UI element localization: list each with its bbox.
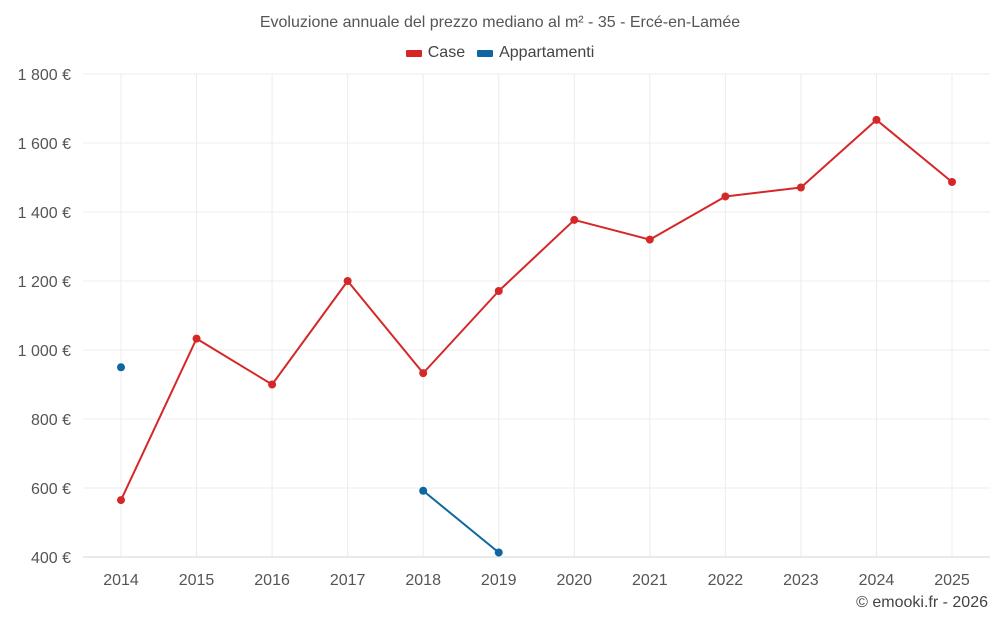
x-tick-label: 2022 <box>708 572 744 589</box>
data-point-case <box>796 183 805 192</box>
data-point-appartamenti <box>494 548 503 557</box>
x-tick-label: 2015 <box>179 572 215 589</box>
series-line-case <box>195 337 274 386</box>
series-line-case <box>875 118 953 183</box>
data-point-case <box>117 496 125 505</box>
data-point-case <box>343 277 352 285</box>
y-tick-label: 800 € <box>31 412 71 429</box>
series-appartamenti <box>117 363 503 557</box>
data-point-case <box>948 177 956 186</box>
data-point-case <box>721 192 730 201</box>
x-tick-label: 2021 <box>632 572 668 589</box>
chart-title: Evoluzione annuale del prezzo mediano al… <box>259 14 741 31</box>
data-point-case <box>494 287 503 296</box>
y-tick-label: 1 600 € <box>18 136 71 153</box>
series-case <box>117 115 956 505</box>
data-point-appartamenti <box>117 363 125 372</box>
x-tick-label: 2020 <box>556 572 592 589</box>
legend-swatch-case <box>405 49 422 57</box>
data-point-case <box>645 235 654 244</box>
y-tick-label: 1 800 € <box>18 67 71 84</box>
legend: Case Appartamenti <box>0 44 1000 62</box>
y-tick-label: 1 000 € <box>18 343 71 360</box>
y-tick-label: 400 € <box>31 550 71 567</box>
y-tick-label: 1 200 € <box>18 274 71 291</box>
data-point-case <box>268 380 277 389</box>
series-line-case <box>573 218 651 241</box>
x-tick-label: 2023 <box>783 572 819 589</box>
y-tick-label: 600 € <box>31 481 71 498</box>
data-point-case <box>570 215 579 224</box>
series-line-case <box>799 118 878 189</box>
x-tick-label: 2024 <box>859 572 895 589</box>
legend-swatch-appartamenti <box>477 49 494 57</box>
legend-label-appartamenti: Appartamenti <box>499 44 595 61</box>
data-point-appartamenti <box>419 486 428 495</box>
series-line-case <box>648 195 727 241</box>
series-line-case <box>724 186 802 198</box>
data-point-case <box>419 369 428 378</box>
data-point-case <box>192 334 201 343</box>
legend-label-case: Case <box>427 44 466 61</box>
legend-item-case[interactable]: Case <box>405 44 466 62</box>
x-tick-label: 2018 <box>405 572 441 589</box>
series-line-case <box>497 218 576 293</box>
x-tick-label: 2025 <box>934 572 970 589</box>
x-tick-label: 2016 <box>254 572 290 589</box>
x-tick-label: 2014 <box>103 572 139 589</box>
axes: 400 € 600 € 800 € 1 000 € 1 200 € 1 400 € 1 60… <box>18 67 990 589</box>
data-point-case <box>872 115 881 124</box>
series-line-appartamenti <box>422 489 500 554</box>
series-line-case <box>346 280 425 375</box>
grid <box>83 73 990 558</box>
series-line-case <box>271 280 349 386</box>
credit-text: © emooki.fr - 2026 <box>856 594 988 611</box>
series-line-case <box>422 290 500 375</box>
x-tick-label: 2017 <box>330 572 366 589</box>
legend-item-appartamenti[interactable]: Appartamenti <box>477 44 594 62</box>
series <box>117 115 956 557</box>
x-tick-label: 2019 <box>481 572 517 589</box>
y-tick-label: 1 400 € <box>18 205 71 222</box>
series-line-case <box>120 337 198 502</box>
